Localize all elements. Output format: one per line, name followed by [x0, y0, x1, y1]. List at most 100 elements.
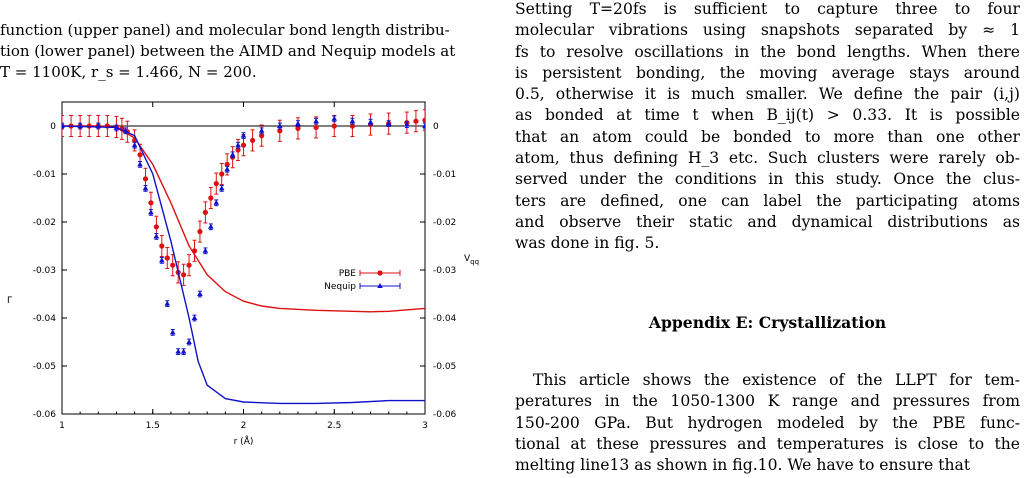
y-tick-label: 0: [50, 122, 56, 132]
data-point-pbe: [235, 147, 241, 153]
data-point-nequip: [367, 119, 374, 125]
text-line: molecular vibrations using snapshots sep…: [515, 21, 1020, 40]
y-tick-label: -0.06: [33, 410, 57, 420]
x-tick-label: 1: [59, 421, 65, 431]
y-axis-label: Γ: [7, 296, 12, 306]
text-line: as bonded at time t when B_ij(t) > 0.33.…: [515, 106, 1020, 125]
x-axis-label: r (Å): [234, 435, 254, 447]
caption-line: T = 1100K, r_s = 1.466, N = 200.: [0, 63, 257, 81]
data-point-pbe: [191, 248, 198, 254]
text-line: served under the conditions in this stud…: [515, 170, 1020, 189]
data-point-pbe: [295, 125, 301, 131]
data-point-nequip: [164, 300, 171, 306]
data-point-pbe: [181, 272, 187, 278]
data-point-pbe: [213, 181, 219, 187]
data-point-nequip: [148, 209, 154, 215]
y2-tick-label: -0.01: [433, 170, 456, 180]
text-line: peratures in the 1050-1300 K range and p…: [515, 392, 1020, 411]
legend-marker: [377, 270, 383, 276]
text-line: 0.5, otherwise it is much smaller. We de…: [515, 85, 1020, 104]
x-tick-label: 1.5: [146, 421, 160, 431]
y-tick-label: -0.03: [33, 266, 56, 276]
data-point-nequip: [385, 120, 392, 126]
data-point-nequip: [229, 151, 236, 157]
data-point-nequip: [240, 132, 247, 138]
data-point-pbe: [259, 133, 265, 139]
data-point-pbe: [413, 118, 419, 124]
chart-marks: [62, 109, 425, 405]
text-line: 150-200 GPa. But hydrogen modeled by the…: [515, 413, 1020, 432]
legend-label-pbe: PBE: [339, 269, 357, 279]
text-line: atom, thus defining H_3 etc. Such cluste…: [515, 149, 1020, 168]
x-tick-label: 2: [241, 421, 247, 431]
text-line: melting line13 as shown in fig.10. We ha…: [515, 456, 971, 475]
y2-axis-label: Vqq: [464, 254, 479, 266]
data-point-pbe: [349, 123, 355, 129]
y-tick-label: -0.05: [33, 362, 56, 372]
text-line: and observe their static and dynamical d…: [515, 212, 1020, 231]
data-point-pbe: [202, 209, 208, 215]
data-point-nequip: [113, 124, 120, 130]
data-point-pbe: [219, 171, 225, 177]
data-point-pbe: [164, 255, 170, 261]
data-point-nequip: [331, 115, 338, 121]
data-point-nequip: [235, 142, 241, 148]
y2-tick-label: -0.02: [433, 218, 456, 228]
data-point-nequip: [186, 339, 192, 344]
data-point-nequip: [159, 257, 165, 263]
chart-svg: 1 1.5 2 2.5 3 0 -0.01 -0.02 -0.03 -0.04 -0.05 -0.06…: [7, 101, 479, 447]
data-point-pbe: [240, 142, 247, 148]
legend-marker: [377, 283, 383, 288]
y2-tick-label: -0.05: [433, 362, 456, 372]
data-point-nequip: [208, 223, 214, 229]
data-point-pbe: [208, 195, 214, 201]
x-tick-label: 3: [422, 421, 428, 431]
paragraph-bond-definition: Setting T=20fs is sufficient to capture …: [515, 0, 1020, 255]
text-line: fs to resolve oscillations in the bond l…: [515, 42, 1020, 61]
data-point-nequip: [122, 127, 129, 133]
data-point-pbe: [170, 262, 176, 268]
data-point-nequip: [213, 199, 220, 205]
chart-axes: 1 1.5 2 2.5 3 0 -0.01 -0.02 -0.03 -0.04 -0.05 -0.06…: [7, 101, 479, 447]
caption-line: tion (lower panel) between the AIMD and …: [0, 42, 456, 60]
y2-tick-label: -0.04: [433, 314, 457, 324]
data-point-pbe: [331, 123, 337, 129]
data-point-pbe: [313, 124, 319, 131]
data-point-nequip: [258, 127, 265, 133]
data-point-nequip: [77, 123, 83, 128]
data-point-pbe: [224, 161, 230, 167]
y-tick-label: -0.01: [33, 170, 56, 180]
data-point-pbe: [277, 128, 283, 134]
data-point-pbe: [197, 229, 203, 235]
data-point-nequip: [202, 247, 209, 253]
data-point-nequip: [169, 329, 176, 335]
data-point-nequip: [224, 166, 230, 172]
x-tick-label: 2.5: [327, 421, 341, 431]
text-line: that an atom could be bonded to more tha…: [515, 127, 1020, 146]
data-point-nequip: [197, 291, 203, 296]
data-point-nequip: [180, 348, 187, 354]
data-point-pbe: [186, 262, 192, 268]
figure-chart: 1 1.5 2 2.5 3 0 -0.01 -0.02 -0.03 -0.04 -0.05 -0.06…: [0, 96, 500, 478]
chart-legend: PBE Nequip: [324, 269, 401, 292]
figure-caption: function (upper panel) and molecular bon…: [0, 20, 500, 83]
y-tick-label: -0.02: [33, 218, 56, 228]
data-point-nequip: [175, 348, 181, 354]
data-point-nequip: [95, 123, 102, 128]
data-point-nequip: [62, 123, 65, 128]
text-line: tional at these pressures and temperatur…: [515, 434, 1020, 453]
y2-tick-label: 0: [433, 122, 439, 132]
data-point-nequip: [142, 185, 149, 191]
y-tick-label: -0.04: [33, 314, 57, 324]
data-point-pbe: [422, 117, 425, 123]
y2-tick-label: -0.03: [433, 266, 456, 276]
caption-line: function (upper panel) and molecular bon…: [0, 21, 450, 39]
data-point-pbe: [137, 152, 143, 158]
data-point-nequip: [153, 233, 160, 239]
text-line: This article shows the existence of the …: [533, 371, 1020, 389]
data-point-nequip: [349, 118, 356, 124]
data-point-nequip: [131, 142, 138, 148]
data-point-nequip: [295, 120, 301, 126]
data-point-nequip: [137, 161, 143, 167]
paragraph-crystallization: This article shows the existence of the …: [515, 370, 1020, 476]
